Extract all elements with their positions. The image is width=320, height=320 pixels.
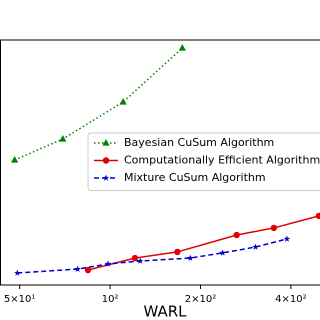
marker — [102, 174, 110, 181]
x-axis-label: WARL — [143, 303, 187, 320]
marker — [219, 249, 226, 256]
marker — [178, 44, 186, 51]
marker — [59, 134, 67, 142]
x-tick-label: 5×10¹ — [4, 294, 35, 305]
legend: Bayesian CuSum Algorithm Computationally … — [87, 132, 320, 191]
marker — [131, 254, 139, 262]
series-line — [17, 238, 288, 274]
legend-label: Computationally Efficient Algorithm — [124, 154, 320, 167]
marker — [102, 157, 110, 164]
legend-label: Bayesian CuSum Algorithm — [124, 136, 274, 149]
plot-frame — [0, 39, 320, 286]
x-tick-label: 2×10² — [185, 294, 216, 305]
marker — [14, 269, 21, 276]
marker — [11, 156, 19, 163]
legend-label: Mixture CuSum Algorithm — [124, 171, 266, 184]
x-tick-label: 10² — [102, 294, 119, 305]
x-tick-label: 4×10² — [275, 294, 306, 305]
marker — [174, 248, 181, 256]
marker — [283, 235, 291, 242]
marker — [136, 257, 144, 264]
marker — [119, 97, 127, 105]
marker — [233, 231, 240, 239]
legend-box — [87, 132, 320, 191]
marker — [84, 266, 92, 274]
marker — [102, 139, 110, 146]
marker — [252, 243, 259, 250]
marker — [74, 265, 81, 272]
series-line — [87, 215, 320, 271]
marker — [270, 224, 278, 232]
marker — [187, 254, 194, 261]
marker — [104, 260, 112, 267]
marker — [315, 212, 320, 220]
